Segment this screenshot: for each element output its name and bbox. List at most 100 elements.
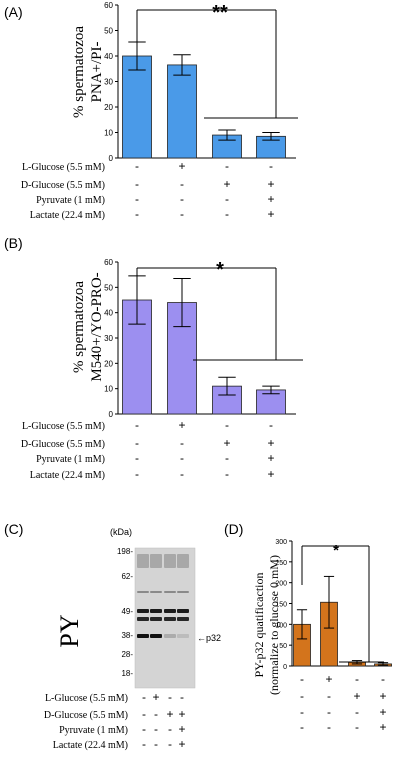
condition-mark-d-2-1: - [327,705,331,719]
kda-header: (kDa) [110,527,132,537]
blot-side-label: PY [55,614,84,647]
condition-label-c-1: D-Glucose (5.5 mM) [44,710,128,721]
condition-mark-c-1-2: + [166,707,173,721]
blot-band-49b-lane-2 [164,617,176,621]
plot-b: 0 10 20 30 40 50 60 [104,258,303,419]
condition-label-a-1: D-Glucose (5.5 mM) [21,180,105,191]
ylabel-b-line1: % spermatozoa [71,281,87,373]
condition-mark-d-3-3: + [379,720,386,734]
condition-mark-a-0-2: - [225,159,229,173]
condition-mark-c-1-3: + [178,707,185,721]
blot-band-faint-lane-2 [164,591,176,593]
condition-mark-d-2-0: - [300,705,304,719]
condition-mark-b-3-0: - [135,467,139,481]
blot-smear-top-lane-2 [164,554,176,568]
condition-mark-c-2-0: - [142,722,146,736]
condition-mark-c-3-0: - [142,737,146,751]
condition-mark-b-2-1: - [180,451,184,465]
condition-mark-a-2-1: - [180,192,184,206]
y-tick-label-b-2: 20 [104,359,113,368]
condition-mark-c-1-1: - [154,707,158,721]
y-tick-label-d-0: 0 [283,664,287,671]
blot-band-p32-lane-3 [177,634,189,638]
blot-smear-top-lane-3 [177,554,189,568]
blot-band-49a-lane-2 [164,609,176,613]
ylabel-d-line1: PY-p32 quatificaction [252,573,266,678]
y-tick-label-d-5: 250 [275,560,287,567]
condition-mark-d-1-0: - [300,689,304,703]
bar-a-0 [122,55,152,159]
blot-band-49a-lane-0 [137,609,149,613]
panel-label-b: (B) [4,235,23,251]
blot-band-p32-lane-1 [150,634,162,638]
blot-band-49b-lane-1 [150,617,162,621]
condition-mark-a-1-3: + [267,177,274,191]
condition-mark-b-1-2: + [223,436,230,450]
condition-mark-d-1-1: - [327,689,331,703]
ylabel-b-line2: M540+/YO-PRO- [89,272,105,381]
y-tick-label-b-5: 50 [104,283,113,292]
plot-a: 0 10 20 30 40 50 60 [104,1,298,163]
panel-label-c: (C) [4,521,23,537]
significance-b: * [216,259,224,281]
condition-table-bottom: L-Glucose (5.5 mM) - + - -D-Glucose (5.5 mM)… [44,672,387,751]
condition-mark-d-0-3: - [381,672,385,686]
condition-mark-d-0-0: - [300,672,304,686]
condition-mark-a-1-2: + [223,177,230,191]
condition-mark-b-0-1: + [178,418,185,432]
condition-mark-b-0-0: - [135,418,139,432]
y-tick-label-a-1: 10 [104,129,113,138]
condition-label-a-2: Pyruvate (1 mM) [36,195,105,206]
blot-marker-label-4: 28- [121,650,133,659]
plot-d: 0 50 100 150 200 250 300 [275,539,392,671]
blot-band-p32-lane-2 [164,634,176,638]
condition-mark-b-3-3: + [267,467,274,481]
condition-mark-d-3-0: - [300,720,304,734]
condition-mark-a-2-3: + [267,192,274,206]
condition-mark-d-3-2: - [355,720,359,734]
condition-mark-c-1-0: - [142,707,146,721]
condition-label-a-0: L-Glucose (5.5 mM) [22,162,105,173]
blot-band-faint-lane-3 [177,591,189,593]
condition-label-b-3: Lactate (22.4 mM) [30,470,105,481]
panel-label-a: (A) [4,4,23,20]
condition-mark-d-3-1: - [327,720,331,734]
significance-a: ** [212,2,228,24]
y-tick-label-d-3: 150 [275,602,287,609]
bar-a-1 [167,64,197,159]
y-tick-label-d-6: 300 [275,539,287,546]
y-tick-label-b-1: 10 [104,385,113,394]
condition-mark-a-2-2: - [225,192,229,206]
condition-mark-b-0-2: - [225,418,229,432]
condition-mark-c-2-1: - [154,722,158,736]
blot-marker-label-5: 18- [121,669,133,678]
panel-label-d: (D) [224,521,243,537]
condition-label-c-3: Lactate (22.4 mM) [53,740,128,751]
condition-mark-c-0-3: - [180,690,184,704]
condition-mark-c-3-1: - [154,737,158,751]
blot-band-49a-lane-3 [177,609,189,613]
blot-band-49b-lane-3 [177,617,189,621]
condition-mark-a-3-1: - [180,207,184,221]
blot-band-faint-lane-0 [137,591,149,593]
condition-mark-d-0-1: + [325,672,332,686]
condition-mark-d-2-3: + [379,705,386,719]
y-tick-label-a-6: 60 [104,1,113,10]
blot-marker-label-1: 62- [121,572,133,581]
condition-mark-b-1-0: - [135,436,139,450]
condition-mark-d-1-3: + [379,689,386,703]
y-tick-label-a-3: 30 [104,78,113,87]
y-tick-label-a-5: 50 [104,27,113,36]
condition-mark-a-0-1: + [178,159,185,173]
condition-mark-a-3-0: - [135,207,139,221]
condition-mark-d-1-2: + [353,689,360,703]
condition-mark-c-2-2: - [168,722,172,736]
blot-smear-top-lane-1 [150,554,162,568]
condition-mark-b-0-3: - [269,418,273,432]
condition-table-a: L-Glucose (5.5 mM) - + - -D-Glucose (5.5 mM)… [21,159,275,221]
condition-mark-a-1-0: - [135,177,139,191]
condition-mark-a-3-3: + [267,207,274,221]
blot-marker-label-0: 198- [117,547,133,556]
condition-label-c-0: L-Glucose (5.5 mM) [45,693,128,704]
